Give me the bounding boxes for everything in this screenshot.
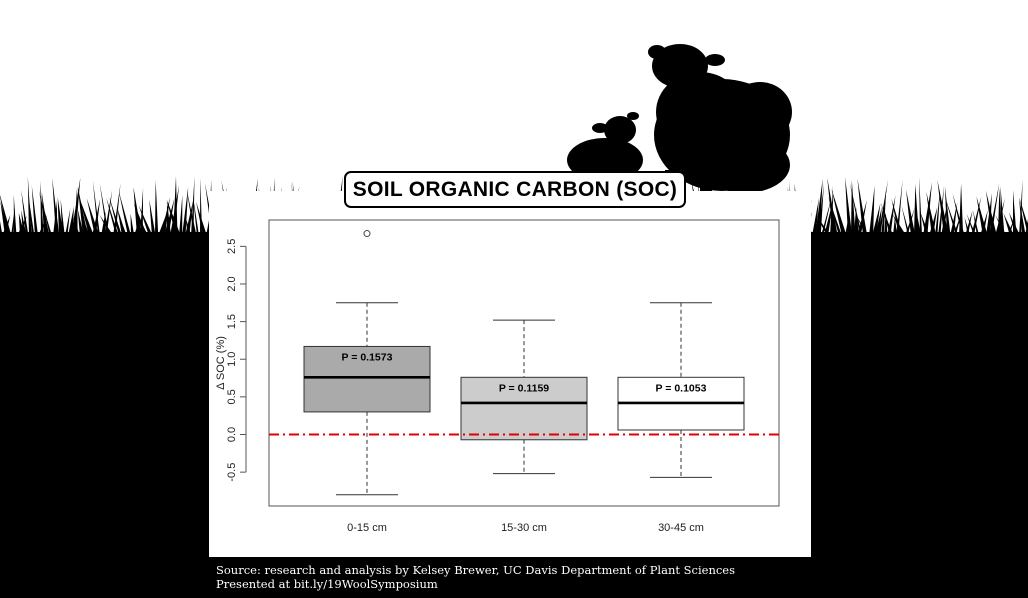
y-tick-label: 2.0 [226, 276, 238, 291]
x-tick-label: 15-30 cm [501, 522, 547, 534]
x-tick-label: 30-45 cm [658, 522, 704, 534]
p-value-label: P = 0.1573 [342, 351, 393, 363]
outlier-point [363, 230, 371, 238]
p-value-label: P = 0.1159 [499, 382, 549, 394]
y-tick-label: -0.5 [226, 463, 238, 482]
source-credit: Source: research and analysis by Kelsey … [216, 563, 736, 577]
iqr-box [460, 376, 588, 441]
boxes-group: P = 0.1573 P = 0.1159 P = 0.1053 [303, 230, 745, 496]
x-axis: 0-15 cm 15-30 cm 30-45 cm [347, 522, 704, 534]
source-link[interactable]: Presented at bit.ly/19WoolSymposium [216, 577, 438, 591]
slide-title: SOIL ORGANIC CARBON (SOC) [352, 177, 678, 201]
iqr-box [303, 345, 431, 413]
box-30-45-cm: P = 0.1053 [617, 302, 745, 478]
y-tick-label: 1.5 [226, 314, 238, 329]
chart-panel: Δ SOC (%) -0.5 0.0 0.5 1.0 1.5 2.0 2.5 0-15 cm… [209, 191, 811, 557]
y-tick-label: 2.5 [226, 239, 238, 254]
y-tick-label: 0.0 [226, 427, 238, 442]
title-box: SOIL ORGANIC CARBON (SOC) [344, 171, 686, 208]
soc-boxplot: Δ SOC (%) -0.5 0.0 0.5 1.0 1.5 2.0 2.5 0-15 cm… [215, 219, 780, 534]
x-tick-label: 0-15 cm [347, 522, 387, 534]
y-axis: -0.5 0.0 0.5 1.0 1.5 2.0 2.5 [226, 239, 247, 482]
y-tick-label: 1.0 [226, 352, 238, 367]
box-15-30-cm: P = 0.1159 [460, 319, 588, 475]
box-0-15-cm: P = 0.1573 [303, 230, 431, 496]
plot-frame [268, 219, 780, 507]
p-value-label: P = 0.1053 [656, 382, 707, 394]
y-axis-label: Δ SOC (%) [215, 336, 227, 390]
y-tick-label: 0.5 [226, 389, 238, 404]
